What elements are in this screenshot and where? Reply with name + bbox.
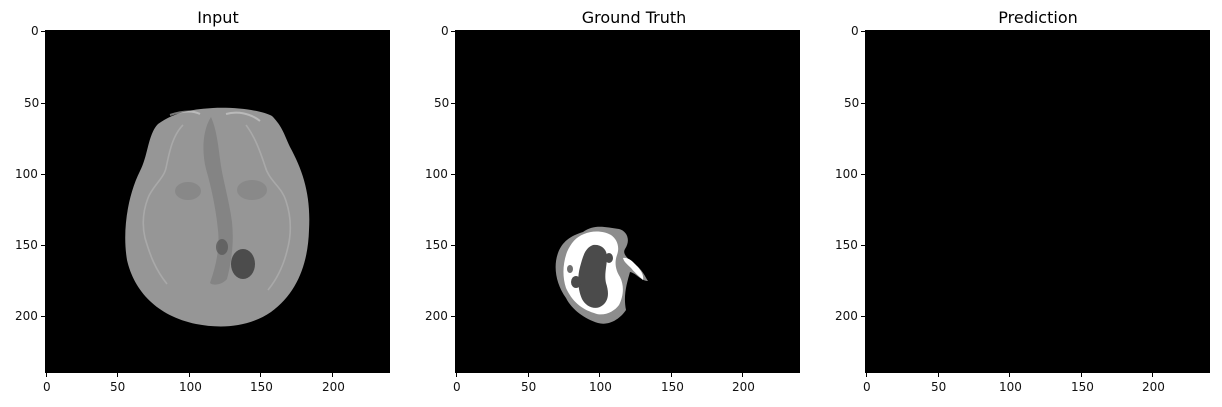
pred-ytick-mark-150 [861,245,866,246]
input-ytick-mark-200 [41,316,46,317]
pred-ytick-mark-50 [861,103,866,104]
gt-xtick-label-100: 100 [589,380,612,394]
input-ytick-mark-50 [41,103,46,104]
input-ytick-mark-150 [41,245,46,246]
pred-xtick-label-150: 150 [1071,380,1094,394]
gt-xtick-mark-50 [528,372,529,377]
input-xtick-label-50: 50 [110,380,126,394]
gt-xtick-label-0: 0 [453,380,461,394]
pred-xtick-mark-0 [866,372,867,377]
pred-ytick-label-0: 0 [851,24,859,38]
input-ytick-mark-0 [41,31,46,32]
input-xtick-label-100: 100 [179,380,202,394]
input-xtick-label-150: 150 [250,380,273,394]
pred-ytick-label-50: 50 [844,96,860,110]
input-ytick-label-150: 150 [15,238,38,252]
gt-xtick-mark-150 [671,372,672,377]
input-xtick-mark-200 [332,372,333,377]
pred-xtick-mark-150 [1081,372,1082,377]
pred-xtick-label-200: 200 [1142,380,1165,394]
pred-xtick-label-100: 100 [999,380,1022,394]
gt-ytick-mark-200 [451,316,456,317]
pred-xtick-label-50: 50 [931,380,947,394]
input-image [45,30,390,373]
input-xtick-mark-150 [260,372,261,377]
gt-ytick-mark-100 [451,174,456,175]
input-xtick-mark-50 [117,372,118,377]
pred-ytick-label-200: 200 [835,309,858,323]
gt-xtick-label-200: 200 [732,380,755,394]
pred-ytick-label-100: 100 [835,167,858,181]
gt-xtick-label-150: 150 [661,380,684,394]
pred-xtick-mark-100 [1009,372,1010,377]
gt-ytick-label-200: 200 [425,309,448,323]
gt-ytick-mark-0 [451,31,456,32]
gt-ytick-label-50: 50 [434,96,450,110]
input-xtick-mark-100 [189,372,190,377]
gt-ytick-mark-150 [451,245,456,246]
input-ytick-label-200: 200 [15,309,38,323]
panel-title-prediction: Prediction [998,8,1078,27]
gt-ytick-label-150: 150 [425,238,448,252]
gt-xtick-mark-0 [456,372,457,377]
pred-ytick-mark-200 [861,316,866,317]
input-xtick-mark-0 [46,372,47,377]
pred-xtick-mark-200 [1152,372,1153,377]
gt-xtick-mark-200 [742,372,743,377]
gt-ytick-mark-50 [451,103,456,104]
gt-ytick-label-100: 100 [425,167,448,181]
brain-mri-image [46,31,389,372]
input-ytick-label-50: 50 [24,96,40,110]
ground-truth-image [455,30,800,373]
gt-ytick-label-0: 0 [441,24,449,38]
input-xtick-label-200: 200 [322,380,345,394]
panel-title-input: Input [197,8,239,27]
input-ytick-mark-100 [41,174,46,175]
input-ytick-label-100: 100 [15,167,38,181]
gt-xtick-mark-100 [599,372,600,377]
input-ytick-label-0: 0 [31,24,39,38]
gt-xtick-label-50: 50 [521,380,537,394]
segmentation-mask-image [456,31,799,372]
pred-xtick-label-0: 0 [863,380,871,394]
pred-ytick-mark-100 [861,174,866,175]
pred-xtick-mark-50 [938,372,939,377]
prediction-image [865,30,1210,373]
pred-ytick-mark-0 [861,31,866,32]
input-xtick-label-0: 0 [43,380,51,394]
prediction-mask-image [866,31,1209,372]
pred-ytick-label-150: 150 [835,238,858,252]
panel-title-ground-truth: Ground Truth [581,8,687,27]
